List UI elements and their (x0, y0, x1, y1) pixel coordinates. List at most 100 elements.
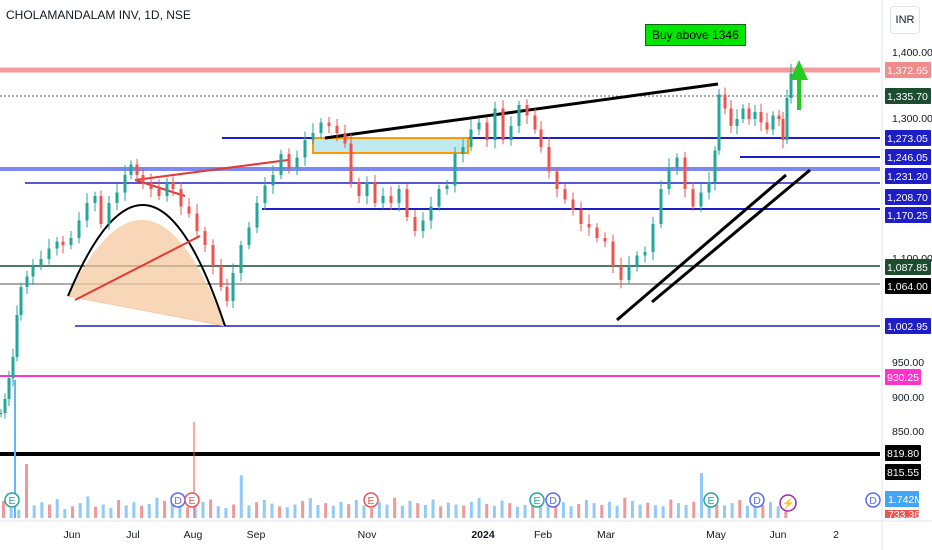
volume-bar (638, 504, 642, 518)
volume-bar (676, 503, 680, 518)
candle-body (493, 108, 497, 140)
price-tag-label: 1,170.25 (887, 210, 928, 222)
candle-body (453, 154, 457, 186)
candle-body (335, 126, 339, 133)
price-tag-label: 1,231.20 (887, 171, 928, 183)
volume-bar (262, 500, 266, 518)
event-marker-label: D (869, 495, 877, 507)
price-tag-label: 1,002.95 (887, 321, 928, 333)
volume-bar (55, 499, 59, 518)
volume-bar (25, 464, 29, 518)
volume-bar (17, 509, 21, 518)
volume-bar (94, 506, 98, 518)
volume-bar (615, 505, 619, 518)
event-marker (545, 492, 561, 508)
volume-bar (132, 502, 136, 518)
green-arrow-head (790, 60, 808, 80)
candle-body (0, 413, 3, 414)
volume-bar (715, 504, 719, 518)
price-tag (885, 189, 931, 205)
volume-bar (48, 504, 52, 518)
price-tag (885, 207, 931, 223)
price-tag (885, 369, 921, 385)
candle-body (525, 105, 529, 116)
candle-body (587, 224, 591, 228)
volume-bar (554, 505, 558, 518)
volume-bar (9, 508, 13, 518)
candle-body (683, 157, 687, 189)
volume-bar (124, 505, 128, 518)
volume-bar (155, 497, 159, 518)
volume-bar (232, 504, 236, 518)
lightning-icon: ⚡ (781, 497, 794, 510)
candle-body (563, 189, 567, 200)
volume-bar (416, 503, 420, 518)
candle-body (555, 171, 559, 189)
x-tick-label: 2 (833, 529, 839, 541)
volume-bar (377, 502, 381, 518)
candle-body (595, 227, 599, 238)
volume-bar (454, 504, 458, 518)
buy-annotation: Buy above 1346 (645, 24, 746, 46)
candle-body (255, 203, 259, 228)
y-tick-label: 1,400.00 (892, 47, 932, 59)
currency-button[interactable]: INR (890, 6, 920, 34)
candle-body (691, 189, 695, 207)
price-tag-label: 1,087.85 (887, 262, 928, 274)
volume-bar (722, 505, 726, 518)
volume-bar (347, 504, 351, 518)
candle-body (123, 175, 127, 193)
volume-bar (753, 504, 757, 518)
price-tag (885, 464, 921, 480)
volume-bar (255, 502, 259, 518)
volume-bar (170, 495, 174, 518)
y-tick-label: 850.00 (892, 426, 924, 438)
volume-bar (630, 500, 634, 518)
volume-bar (477, 498, 481, 518)
candle-body (219, 266, 223, 287)
volume-bar (776, 506, 780, 518)
candle-body (19, 287, 23, 315)
candle-body (445, 185, 449, 189)
volume-bar (86, 496, 90, 518)
price-tag-label: 1,273.05 (887, 133, 928, 145)
volume-bar (492, 505, 496, 518)
red-trend-line-1 (74, 235, 201, 301)
candle-body (55, 241, 59, 249)
volume-bar (508, 503, 512, 518)
volume-bar (577, 504, 581, 518)
candle-body (319, 122, 323, 133)
volume-bar (462, 505, 466, 518)
volume-bar (692, 501, 696, 518)
volume-bar (109, 508, 113, 518)
candle-body (485, 122, 489, 140)
candle-body (547, 147, 551, 172)
candle-body (327, 122, 331, 126)
candle-body (179, 189, 183, 207)
candle-body (659, 189, 663, 224)
event-marker (703, 492, 719, 508)
price-tag-label: 1,064.00 (887, 281, 928, 293)
volume-bar (316, 504, 320, 518)
price-tag (885, 62, 931, 78)
volume-bar (439, 506, 443, 518)
volume-bar (469, 501, 473, 518)
price-tag-label: 815.55 (887, 467, 919, 479)
candle-body (579, 210, 583, 224)
event-marker (363, 492, 379, 508)
event-marker-label: E (8, 495, 15, 507)
x-tick-label: May (706, 529, 727, 541)
volume-bar (178, 503, 182, 518)
candle-body (381, 196, 385, 203)
volume-bar (768, 502, 772, 518)
y-tick-label: 950.00 (892, 357, 924, 369)
candle-body (263, 185, 267, 203)
candle-body (747, 108, 751, 119)
candle-body (141, 175, 145, 182)
candle-body (149, 182, 153, 189)
candle-body (477, 122, 481, 130)
x-tick-label: Jun (770, 529, 787, 541)
candle-body (287, 154, 291, 168)
candle-body (107, 203, 111, 224)
